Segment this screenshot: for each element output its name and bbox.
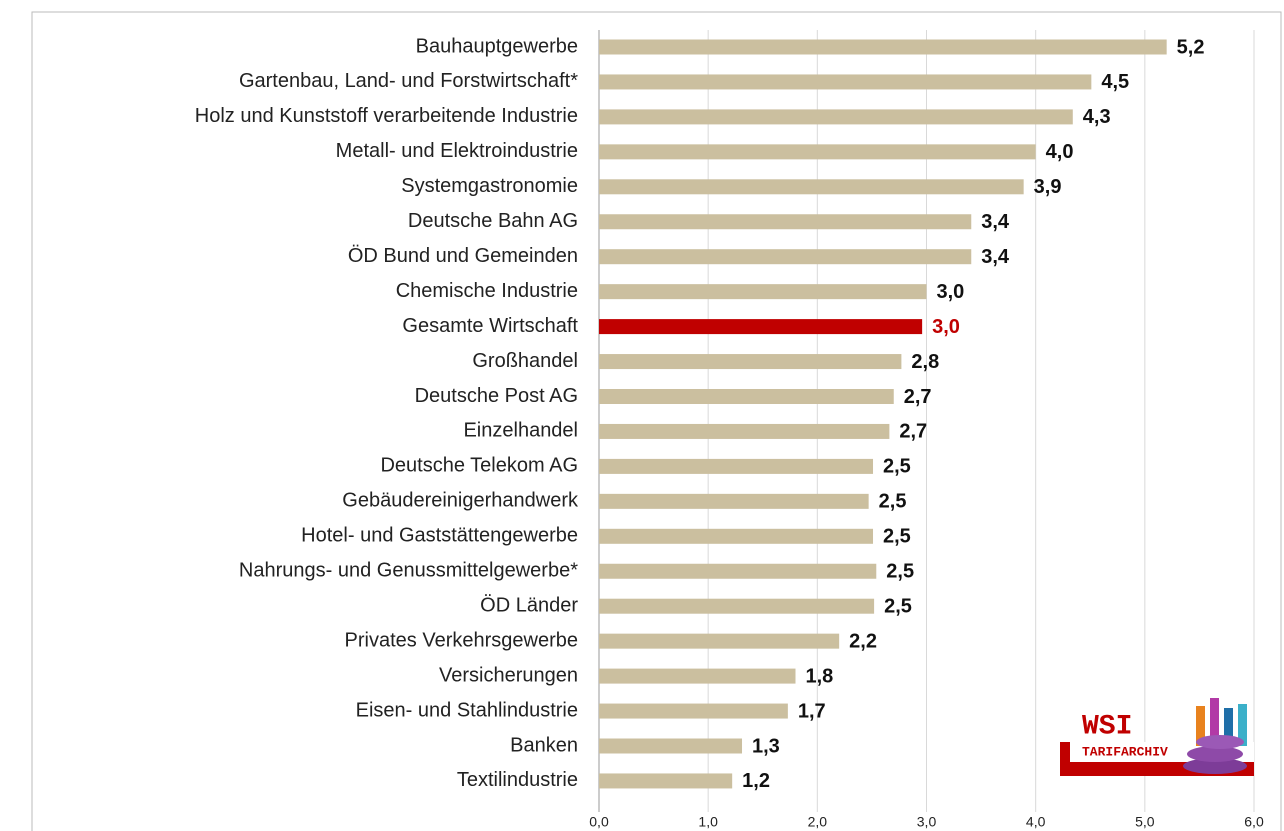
bar xyxy=(599,214,972,230)
value-label: 1,3 xyxy=(752,735,780,757)
value-label: 1,7 xyxy=(798,700,826,722)
y-tick-label: Nahrungs- und Genussmittelgewerbe* xyxy=(239,560,578,582)
value-label: 2,5 xyxy=(884,595,912,617)
logo-pillar xyxy=(1224,708,1233,746)
y-tick-label: Eisen- und Stahlindustrie xyxy=(356,699,578,721)
y-tick-label: Bauhauptgewerbe xyxy=(416,35,578,57)
value-label: 3,0 xyxy=(937,281,965,303)
logo-coin xyxy=(1196,735,1244,749)
value-label: 4,5 xyxy=(1101,71,1129,93)
y-tick-label: Systemgastronomie xyxy=(401,175,578,197)
y-tick-label: ÖD Bund und Gemeinden xyxy=(348,245,578,267)
y-tick-label: Deutsche Bahn AG xyxy=(408,210,578,232)
value-label: 5,2 xyxy=(1177,36,1205,58)
value-label: 1,8 xyxy=(806,665,834,687)
bar xyxy=(599,319,923,335)
value-label: 3,0 xyxy=(932,316,960,338)
y-tick-label: Holz und Kunststoff verarbeitende Indust… xyxy=(195,105,578,127)
value-label: 4,3 xyxy=(1083,106,1111,128)
chart-frame xyxy=(31,11,1282,831)
value-label: 3,4 xyxy=(981,211,1010,233)
bar xyxy=(599,773,733,789)
y-tick-label: Einzelhandel xyxy=(463,420,578,442)
logo-coin xyxy=(1187,746,1243,762)
logo-title: WSI xyxy=(1082,711,1132,742)
value-label: 2,5 xyxy=(883,456,911,478)
value-label: 3,9 xyxy=(1034,176,1062,198)
y-tick-label: Chemische Industrie xyxy=(396,280,578,302)
y-tick-label: Hotel- und Gaststättengewerbe xyxy=(301,525,578,547)
y-tick-label: Privates Verkehrsgewerbe xyxy=(345,629,578,651)
x-tick-label: 0,0 xyxy=(589,814,609,830)
y-tick-label: Gebäudereinigerhandwerk xyxy=(342,490,579,512)
bar xyxy=(599,738,743,754)
bar xyxy=(599,74,1092,90)
bar xyxy=(599,633,840,649)
y-tick-label: Deutsche Telekom AG xyxy=(380,455,578,477)
y-tick-label: Textilindustrie xyxy=(457,769,578,791)
y-tick-label: Metall- und Elektroindustrie xyxy=(336,140,578,162)
bar xyxy=(599,703,788,719)
x-tick-label: 2,0 xyxy=(808,814,828,830)
bar xyxy=(599,423,890,439)
logo-pillar xyxy=(1238,704,1247,746)
value-label: 2,7 xyxy=(899,421,927,443)
bar xyxy=(599,354,902,370)
bar xyxy=(599,284,927,300)
logo-pillar xyxy=(1196,706,1205,746)
bar xyxy=(599,598,875,614)
logo: WSI TARIFARCHIV xyxy=(1060,698,1254,776)
y-tick-label: ÖD Länder xyxy=(480,594,578,616)
bar xyxy=(599,458,874,474)
y-tick-label: Großhandel xyxy=(472,350,578,372)
value-label: 2,5 xyxy=(879,491,907,513)
value-label: 2,5 xyxy=(883,526,911,548)
bar xyxy=(599,249,972,265)
value-label: 4,0 xyxy=(1046,141,1074,163)
logo-coin xyxy=(1183,758,1247,774)
y-tick-label: Deutsche Post AG xyxy=(415,385,578,407)
logo-pillar xyxy=(1210,698,1219,746)
value-label: 2,8 xyxy=(911,351,939,373)
bar xyxy=(599,528,874,544)
bar xyxy=(599,109,1073,125)
logo-subtitle: TARIFARCHIV xyxy=(1082,744,1168,759)
y-tick-label: Banken xyxy=(510,734,578,756)
y-tick-label: Gesamte Wirtschaft xyxy=(402,315,578,337)
y-tick-label: Versicherungen xyxy=(439,664,578,686)
y-tick-label: Gartenbau, Land- und Forstwirtschaft* xyxy=(239,70,578,92)
bar xyxy=(599,493,869,509)
value-label: 2,7 xyxy=(904,386,932,408)
bar xyxy=(599,179,1024,195)
bar xyxy=(599,668,796,684)
bar xyxy=(599,144,1036,160)
bar xyxy=(599,39,1167,55)
x-tick-label: 6,0 xyxy=(1244,814,1264,830)
value-label: 2,5 xyxy=(886,561,914,583)
value-label: 1,2 xyxy=(742,770,770,792)
x-tick-label: 5,0 xyxy=(1135,814,1155,830)
bar xyxy=(599,563,877,579)
bar xyxy=(599,389,894,404)
x-tick-label: 4,0 xyxy=(1026,814,1046,830)
x-tick-label: 1,0 xyxy=(698,814,718,830)
x-tick-label: 3,0 xyxy=(917,814,937,830)
value-label: 2,2 xyxy=(849,630,877,652)
value-label: 3,4 xyxy=(981,246,1010,268)
